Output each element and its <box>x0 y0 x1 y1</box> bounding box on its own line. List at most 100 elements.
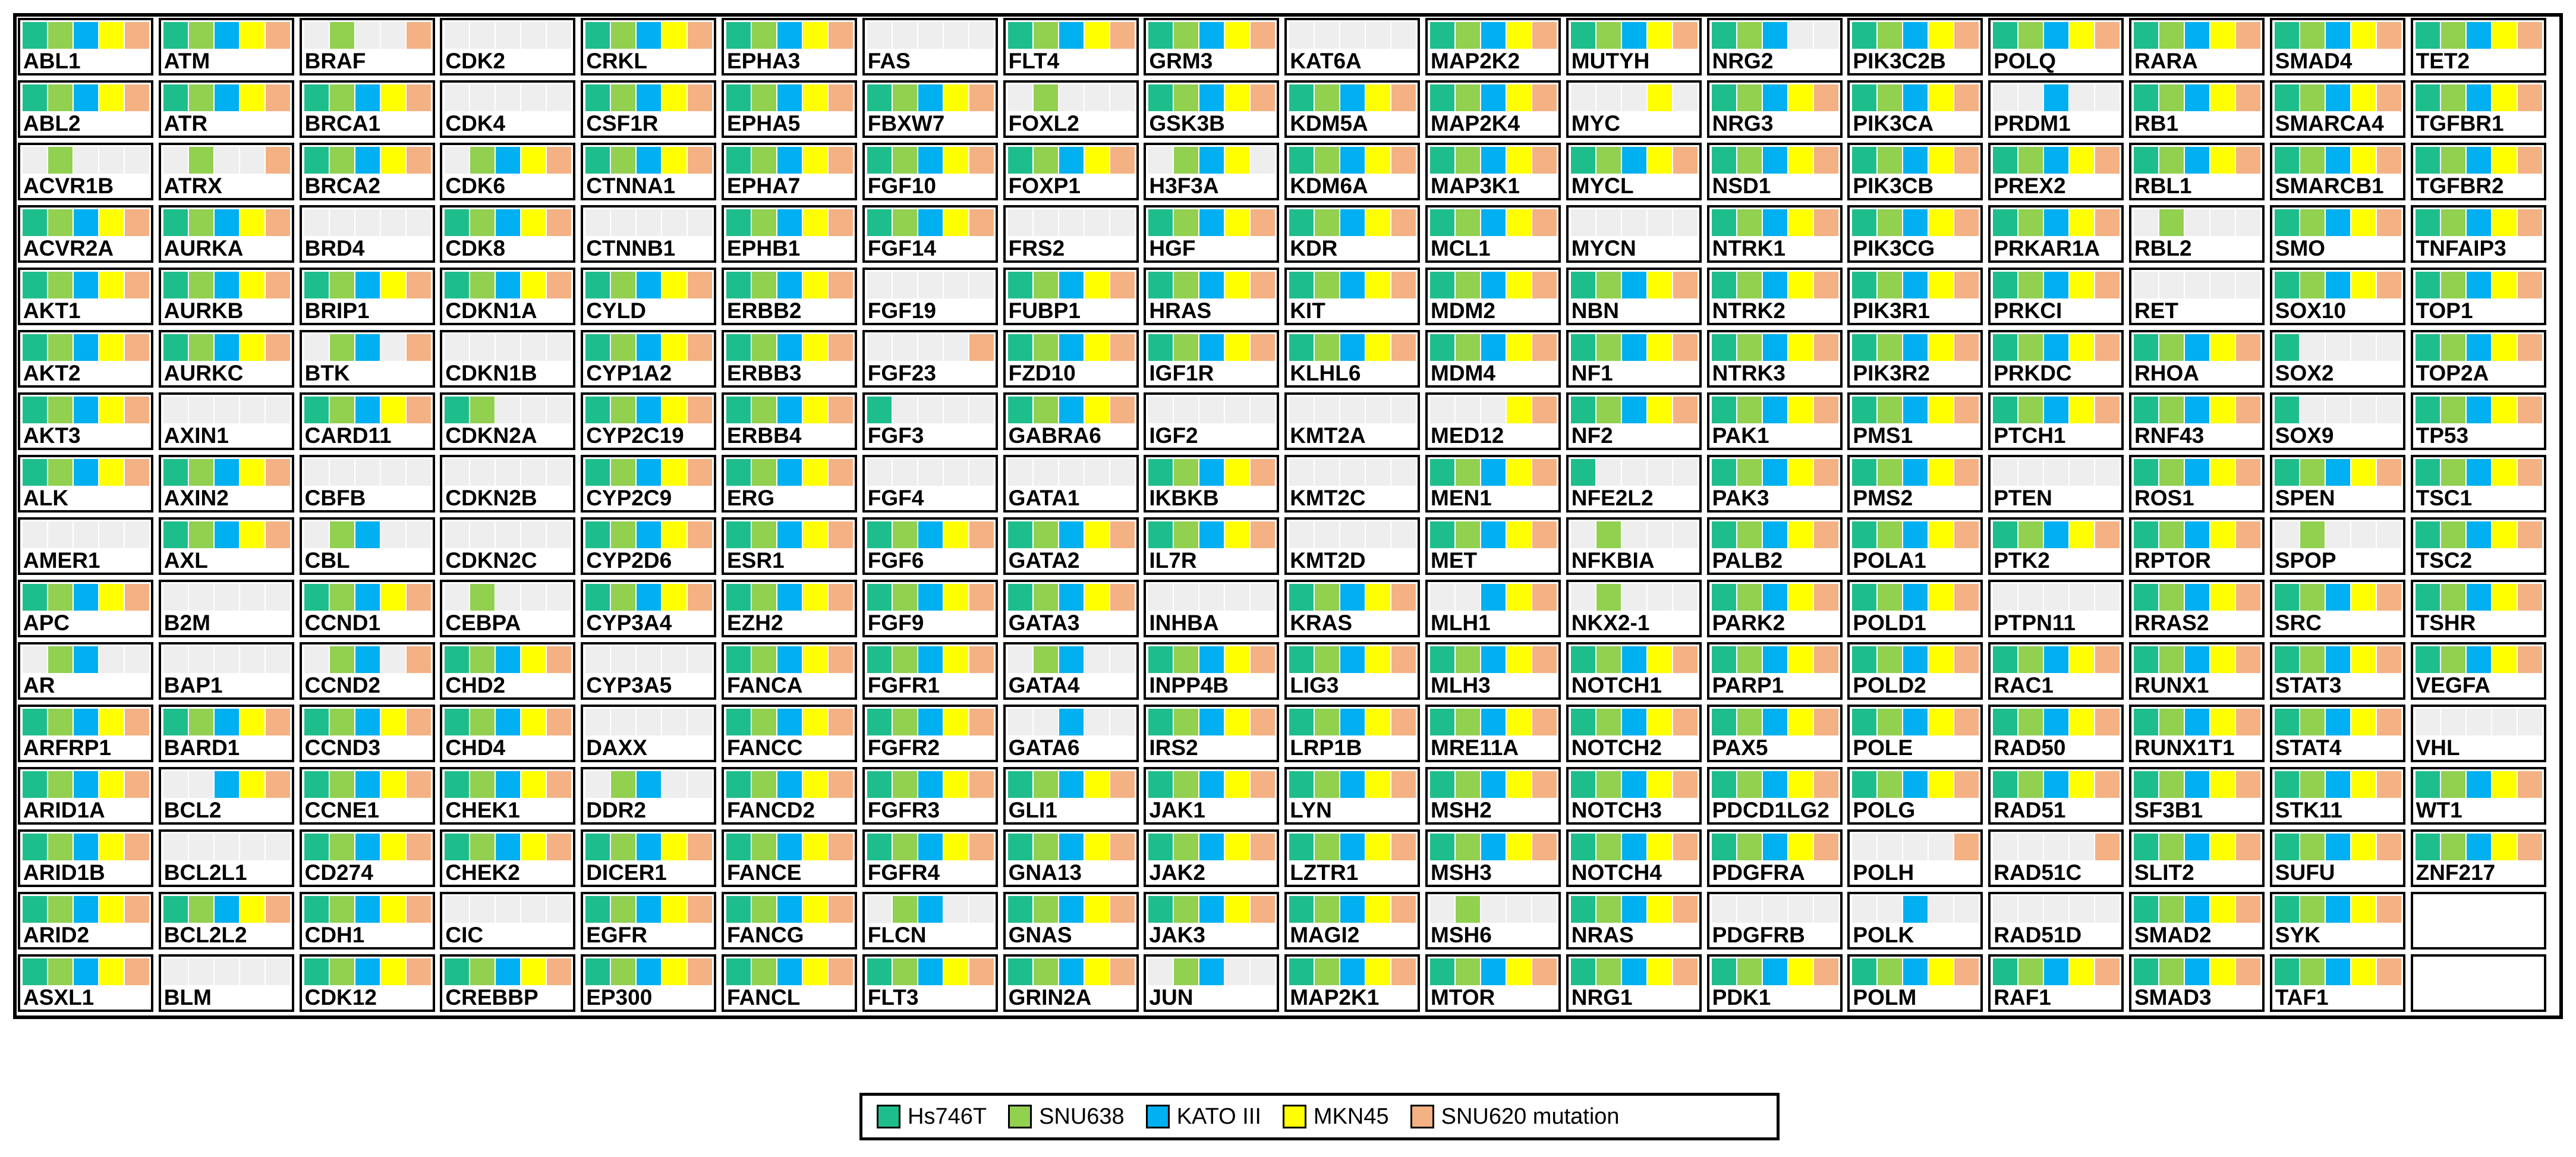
mutation-square <box>1954 209 1979 236</box>
gene-label: PIK3CG <box>1853 236 1935 260</box>
mutation-square <box>188 521 213 548</box>
mutation-square <box>2415 272 2440 298</box>
mutation-square <box>48 646 73 673</box>
mutation-square <box>1570 771 1595 798</box>
gene-cell: MRE11A <box>1425 705 1561 762</box>
gene-label: RARA <box>2134 49 2198 73</box>
gene-cell: PIK3CA <box>1847 80 1983 138</box>
mutation-square <box>1852 958 1877 985</box>
mutation-square <box>214 272 239 298</box>
mutation-square <box>1621 209 1646 236</box>
mutation-square <box>1430 834 1454 860</box>
mutation-square <box>943 584 968 611</box>
mutation-square <box>829 22 853 49</box>
mutation-square <box>1954 958 1979 985</box>
mutation-square <box>265 709 290 735</box>
gene-label: ACVR2A <box>23 236 114 260</box>
mutation-square <box>752 584 776 611</box>
gene-cell: CYP3A4 <box>581 580 717 637</box>
mutation-square <box>188 709 213 735</box>
mutation-square <box>2351 834 2376 860</box>
mutation-square <box>867 834 892 860</box>
mutation-square <box>1251 334 1276 361</box>
mutation-square <box>163 646 188 673</box>
gene-label: BCL2L2 <box>163 923 247 947</box>
mutation-square <box>969 834 994 860</box>
gene-cell: TOP1 <box>2410 268 2546 325</box>
mutation-square <box>1366 521 1391 548</box>
gene-label: FANCA <box>727 673 803 697</box>
mutation-square <box>1813 896 1838 923</box>
mutation-square <box>1788 209 1813 236</box>
mutation-square <box>1033 896 1058 923</box>
mutation-square <box>2185 709 2209 735</box>
mutation-square <box>1110 584 1135 611</box>
mutation-square <box>867 147 892 174</box>
gene-label: SLIT2 <box>2134 860 2194 885</box>
mutation-square <box>1481 272 1506 298</box>
mutation-square <box>1059 397 1084 423</box>
mutation-square <box>2210 646 2235 673</box>
mutation-square <box>918 397 943 423</box>
gene-cell: CDKN1A <box>440 268 576 325</box>
mutation-square <box>496 958 521 985</box>
mutation-square <box>829 709 853 735</box>
gene-label: CDKN1A <box>445 298 537 323</box>
mutation-square <box>23 521 47 548</box>
gene-label: NSD1 <box>1712 174 1771 198</box>
gene-label: RNF43 <box>2134 423 2205 448</box>
mutation-square <box>2185 521 2209 548</box>
mutation-square <box>1788 646 1813 673</box>
mutation-square <box>1110 397 1135 423</box>
mutation-square <box>1878 958 1903 985</box>
mutation-square <box>637 397 662 423</box>
gene-cell: FLCN <box>862 892 998 950</box>
gene-label: GRIN2A <box>1008 985 1092 1010</box>
mutation-square <box>48 272 73 298</box>
mutation-square <box>1289 646 1314 673</box>
mutation-square <box>521 147 546 174</box>
gene-cell: AKT3 <box>18 392 153 450</box>
gene-cell: FANCL <box>722 954 857 1012</box>
gene-label: CCND1 <box>304 611 381 635</box>
gene-label: SPOP <box>2275 548 2336 573</box>
mutation-square <box>777 771 802 798</box>
mutation-square <box>99 709 124 735</box>
mutation-square <box>1762 958 1787 985</box>
mutation-square <box>867 209 892 236</box>
mutation-square <box>2492 334 2517 361</box>
mutation-square <box>752 147 776 174</box>
mutation-square <box>99 958 124 985</box>
gene-cell: FGF14 <box>862 205 998 263</box>
mutation-square <box>637 709 662 735</box>
mutation-square <box>1059 958 1084 985</box>
mutation-square <box>1430 147 1454 174</box>
mutation-square <box>355 84 380 111</box>
mutation-square <box>2440 334 2465 361</box>
mutation-square <box>1788 709 1813 735</box>
mutation-square <box>1481 459 1506 486</box>
mutation-square <box>2018 459 2043 486</box>
mutation-square <box>2210 958 2235 985</box>
mutation-square <box>1174 958 1199 985</box>
gene-cell: FGFR2 <box>862 705 998 762</box>
mutation-square <box>2018 834 2043 860</box>
mutation-square <box>1456 272 1480 298</box>
mutation-square <box>304 896 329 923</box>
gene-label: NOTCH2 <box>1571 735 1662 760</box>
gene-label: AXIN1 <box>163 423 229 448</box>
gene-cell: EPHA5 <box>722 80 857 138</box>
gene-cell: IL7R <box>1144 517 1280 575</box>
mutation-square <box>1391 459 1416 486</box>
gene-cell: ARID1A <box>18 767 153 825</box>
gene-label: AXIN2 <box>163 486 229 510</box>
mutation-square <box>1251 709 1276 735</box>
mutation-square <box>777 958 802 985</box>
mutation-square <box>125 834 149 860</box>
mutation-square <box>688 521 713 548</box>
gene-cell: RAF1 <box>1988 954 2124 1012</box>
mutation-square <box>265 397 290 423</box>
mutation-square <box>1596 834 1621 860</box>
mutation-square <box>1954 272 1979 298</box>
mutation-square <box>1570 958 1595 985</box>
